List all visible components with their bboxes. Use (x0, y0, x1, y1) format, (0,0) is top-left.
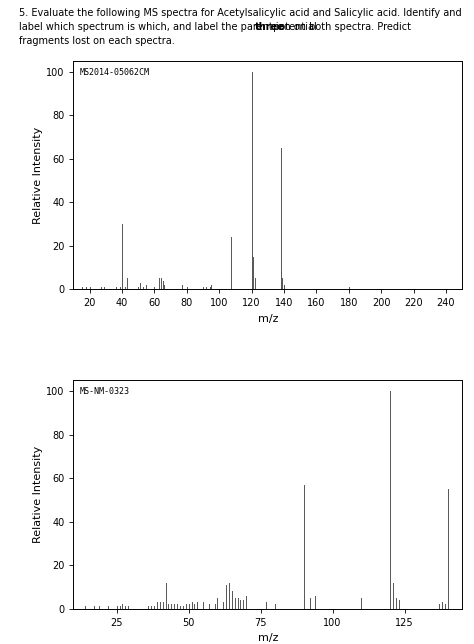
Y-axis label: Relative Intensity: Relative Intensity (33, 446, 43, 543)
Text: MS2014-05062CM: MS2014-05062CM (79, 68, 149, 77)
Y-axis label: Relative Intensity: Relative Intensity (33, 127, 43, 224)
Text: MS-NM-0323: MS-NM-0323 (79, 387, 129, 396)
X-axis label: m/z: m/z (257, 314, 278, 324)
Text: three: three (255, 22, 285, 32)
Text: 5. Evaluate the following MS spectra for Acetylsalicylic acid and Salicylic acid: 5. Evaluate the following MS spectra for… (19, 8, 462, 18)
Text: potential: potential (270, 22, 317, 32)
Text: fragments lost on each spectra.: fragments lost on each spectra. (19, 36, 175, 46)
X-axis label: m/z: m/z (257, 633, 278, 643)
Text: label which spectrum is which, and label the parent ion on both spectra. Predict: label which spectrum is which, and label… (19, 22, 414, 32)
